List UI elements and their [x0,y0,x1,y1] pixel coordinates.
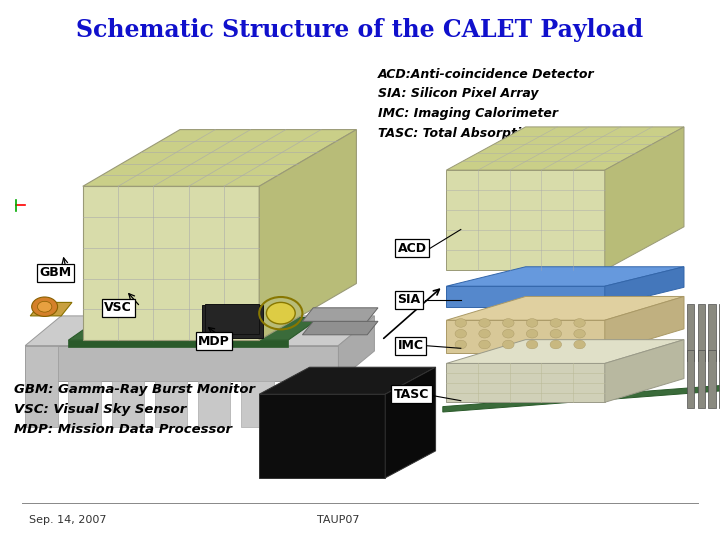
Polygon shape [155,381,187,427]
Polygon shape [385,367,436,478]
Polygon shape [605,127,684,270]
Polygon shape [284,381,317,427]
Polygon shape [198,381,230,427]
Polygon shape [446,267,684,286]
Circle shape [479,329,490,338]
Circle shape [37,301,52,312]
Polygon shape [605,340,684,402]
Polygon shape [446,286,605,307]
Polygon shape [708,350,716,408]
Text: VSC: VSC [104,301,132,314]
Polygon shape [259,367,436,394]
Text: GBM: GBM [40,266,72,279]
Polygon shape [68,381,101,427]
Polygon shape [68,318,320,340]
Text: TAUP07: TAUP07 [317,515,359,525]
Circle shape [503,340,514,349]
Polygon shape [687,350,694,408]
Text: Schematic Structure of the CALET Payload: Schematic Structure of the CALET Payload [76,18,644,42]
Text: MDP: MDP [198,335,230,348]
Polygon shape [446,296,684,320]
Polygon shape [259,130,356,340]
Circle shape [550,319,562,327]
Circle shape [526,329,538,338]
Circle shape [32,297,58,316]
Polygon shape [205,304,259,334]
Circle shape [503,329,514,338]
Circle shape [574,329,585,338]
Polygon shape [25,346,338,381]
Polygon shape [302,321,378,335]
Polygon shape [708,304,716,361]
Text: SIA: SIA [397,293,420,306]
Text: Sep. 14, 2007: Sep. 14, 2007 [29,515,107,525]
Polygon shape [25,346,58,427]
Circle shape [574,340,585,349]
Text: ACD: ACD [397,242,426,255]
Polygon shape [605,296,684,353]
Polygon shape [719,350,720,408]
Polygon shape [719,304,720,361]
Polygon shape [698,304,705,361]
Circle shape [479,340,490,349]
Circle shape [455,329,467,338]
Polygon shape [698,350,705,408]
Text: IMC: IMC [397,339,423,352]
Polygon shape [30,302,72,316]
Circle shape [574,319,585,327]
Text: ACD:Anti-coincidence Detector
SIA: Silicon Pixel Array
IMC: Imaging Calorimeter
: ACD:Anti-coincidence Detector SIA: Silic… [378,68,626,140]
Circle shape [455,319,467,327]
Circle shape [526,319,538,327]
Polygon shape [83,186,259,340]
Circle shape [550,329,562,338]
Circle shape [455,340,467,349]
Polygon shape [202,305,263,338]
Polygon shape [83,130,356,186]
Polygon shape [68,340,288,347]
Polygon shape [302,308,378,321]
Circle shape [479,319,490,327]
Circle shape [526,340,538,349]
Polygon shape [112,381,144,427]
Circle shape [550,340,562,349]
Polygon shape [241,381,274,427]
Polygon shape [446,170,605,270]
Polygon shape [446,127,684,170]
Polygon shape [446,340,684,363]
Circle shape [266,302,295,324]
Text: GBM: Gamma-Ray Burst Monitor
VSC: Visual Sky Sensor
MDP: Mission Data Processor: GBM: Gamma-Ray Burst Monitor VSC: Visual… [14,383,256,436]
Polygon shape [446,363,605,402]
Circle shape [503,319,514,327]
Polygon shape [446,320,605,353]
Polygon shape [443,385,720,412]
Polygon shape [687,304,694,361]
Polygon shape [25,316,374,346]
Polygon shape [259,394,385,478]
Polygon shape [338,316,374,381]
Polygon shape [605,267,684,307]
Text: TASC: TASC [394,388,429,401]
